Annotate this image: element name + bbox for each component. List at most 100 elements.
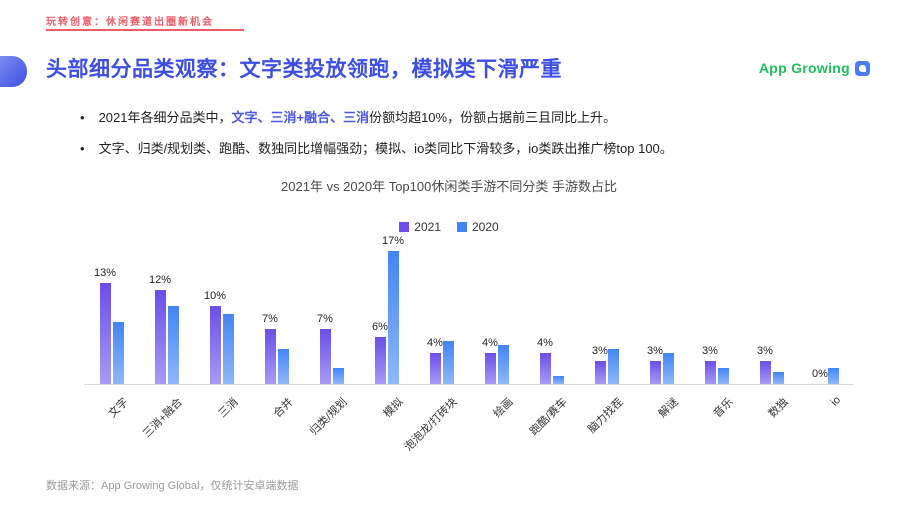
bullet-text-prefix: 2021年各细分品类中，: [98, 110, 232, 125]
bar-wrap: [332, 352, 344, 384]
bar-pair: 4%: [427, 325, 454, 384]
bar-wrap: 4%: [427, 337, 443, 384]
bullet-item: • 2021年各细分品类中，文字、三消+融合、三消份额均超10%，份额占据前三且…: [80, 102, 862, 133]
bar-2020: [167, 306, 179, 384]
category-label: 泡泡龙/打砖块: [402, 396, 461, 454]
legend-label: 2021: [414, 220, 441, 234]
bar-wrap: [827, 352, 839, 384]
value-label: 17%: [381, 235, 405, 248]
legend-swatch: [399, 222, 410, 232]
bar-group: 7% 合并: [262, 313, 295, 420]
bar-group: 0% io: [812, 352, 843, 409]
bar-2021: [594, 360, 606, 384]
category-label: 归类/规划: [308, 396, 351, 438]
bar-2021: [264, 329, 276, 384]
bar-wrap: 4%: [537, 337, 553, 384]
bar-wrap: 6%: [372, 321, 388, 384]
bar-group: 12% 三消+融合: [141, 274, 185, 440]
bullet-item: • 文字、归类/规划类、跑酷、数独同比增幅强劲；模拟、io类同比下滑较多，io类…: [80, 133, 862, 164]
bar-wrap: [717, 352, 729, 384]
kicker-text: 玩转创意：休闲赛道出圈新机会: [46, 17, 214, 28]
bar-wrap: 12%: [149, 274, 171, 384]
bar-pair: 3%: [757, 344, 784, 384]
bar-2021: [99, 282, 111, 384]
bar-wrap: 0%: [812, 368, 828, 384]
bar-2021: [484, 352, 496, 384]
bar-2020: [497, 345, 509, 384]
bar-wrap: [222, 298, 234, 384]
bar-2021: [374, 337, 386, 384]
bar-wrap: [552, 360, 564, 384]
bullet-list: • 2021年各细分品类中，文字、三消+融合、三消份额均超10%，份额占据前三且…: [80, 102, 862, 164]
data-source-note: 数据来源：App Growing Global，仅统计安卓端数据: [46, 480, 299, 492]
bar-2020: [772, 372, 784, 384]
category-label: 数独: [766, 396, 791, 421]
bar-2020: [112, 321, 124, 384]
bar-pair: 4%: [482, 329, 509, 384]
bar-wrap: 17%: [382, 235, 404, 384]
bullet-text-highlight: 文字、三消+融合、三消: [231, 110, 370, 125]
value-label: 0%: [812, 368, 828, 380]
bar-pair: 10%: [204, 290, 234, 384]
bar-wrap: [772, 356, 784, 384]
bar-pair: 3%: [702, 344, 729, 384]
chart-title: 2021年 vs 2020年 Top100休闲类手游不同分类 手游数占比: [281, 179, 617, 194]
value-label: 3%: [757, 344, 773, 357]
bar-2021: [759, 360, 771, 384]
bar-pair: 4%: [537, 337, 564, 384]
bar-wrap: 3%: [592, 344, 608, 384]
bar-pair: 13%: [94, 267, 124, 384]
bar-2021: [649, 360, 661, 384]
bar-wrap: 10%: [204, 290, 226, 384]
legend-swatch: [457, 222, 467, 232]
page-title: 头部细分品类观察：文字类投放领跑，模拟类下滑严重: [46, 58, 562, 81]
bar-2020: [277, 348, 289, 384]
category-label: io: [828, 394, 843, 409]
bar-pair: 0%: [812, 352, 839, 384]
bullet-text: 2021年各细分品类中，文字、三消+融合、三消份额均超10%，份额占据前三且同比…: [99, 102, 617, 133]
bar-wrap: [442, 325, 454, 384]
bar-group: 10% 三消: [204, 290, 240, 420]
bar-wrap: 3%: [647, 345, 663, 384]
bar-group: 13% 文字: [94, 267, 130, 421]
value-label: 7%: [262, 313, 278, 326]
bar-group: 3% 数独: [757, 344, 790, 421]
bar-pair: 3%: [647, 337, 674, 384]
value-label: 7%: [317, 313, 333, 326]
value-label: 4%: [482, 336, 498, 349]
kicker-underline: [46, 29, 244, 31]
bar-2021: [319, 329, 331, 384]
bar-2021: [429, 352, 441, 384]
bar-2020: [607, 348, 619, 384]
bar-2020: [552, 376, 564, 384]
bar-2020: [827, 368, 839, 384]
bar-wrap: [277, 333, 289, 384]
title-accent-shape: [0, 56, 27, 87]
category-label: 三消+融合: [140, 396, 186, 441]
value-label: 3%: [702, 344, 718, 357]
bar-group: 3% 脑力找茬: [586, 333, 626, 436]
value-label: 12%: [148, 274, 172, 287]
bar-group: 3% 解谜: [647, 337, 680, 421]
category-label: 三消: [216, 396, 241, 421]
bar-2021: [209, 306, 221, 384]
bar-2020: [662, 352, 674, 384]
bar-wrap: [112, 306, 124, 384]
bar-pair: 7%: [262, 313, 289, 384]
bar-2020: [332, 368, 344, 384]
bar-group: 4% 绘画: [482, 329, 515, 420]
bar-2020: [717, 368, 729, 384]
bar-group: 4% 泡泡龙/打砖块: [403, 325, 460, 454]
category-label: 跑酷/赛车: [528, 396, 571, 438]
category-label: 文字: [106, 396, 131, 421]
bullet-marker: •: [80, 141, 85, 156]
logo-text: App Growing: [758, 60, 850, 76]
bar-group: 7% 归类/规划: [308, 313, 350, 437]
value-label: 10%: [203, 290, 227, 302]
bar-pair: 3%: [592, 333, 619, 384]
bar-wrap: [662, 337, 674, 384]
value-label: 3%: [592, 344, 608, 357]
bullet-text: 文字、归类/规划类、跑酷、数独同比增幅强劲；模拟、io类同比下滑较多，io类跌出…: [98, 141, 673, 156]
bar-2021: [154, 290, 166, 384]
bullet-marker: •: [80, 110, 85, 125]
